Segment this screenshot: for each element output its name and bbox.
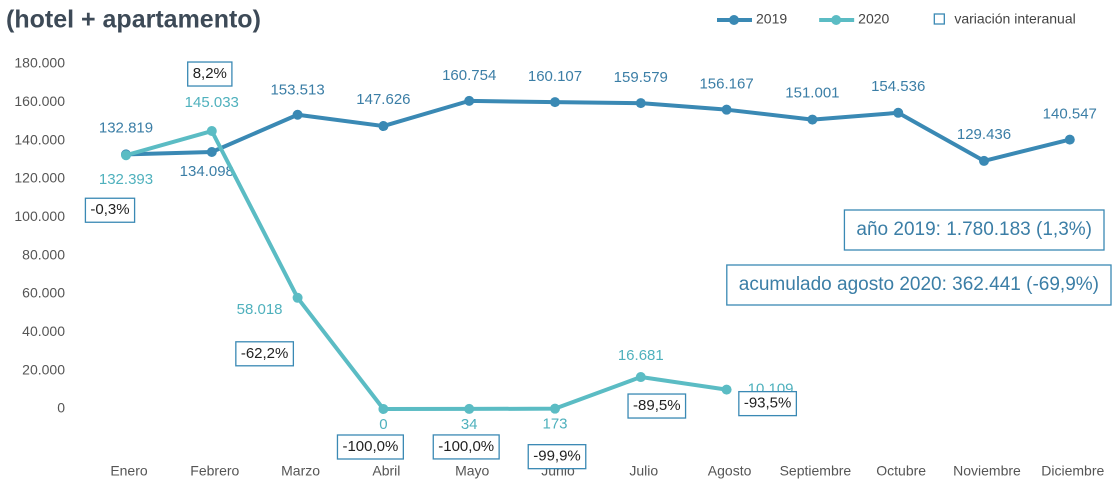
line-2019	[125, 98, 1071, 163]
data-label: 132.819	[99, 119, 153, 136]
line-2020	[125, 129, 727, 411]
point	[292, 292, 303, 303]
variation-label: -100,0%	[342, 438, 398, 455]
point	[979, 155, 989, 166]
x-tick-label: Enero	[110, 463, 148, 479]
x-tick-label: Noviembre	[953, 463, 1021, 479]
variation-box	[187, 61, 233, 87]
data-label: 160.107	[528, 68, 582, 85]
variation-label: -99,9%	[533, 448, 581, 465]
x-tick-label: Septiembre	[780, 463, 852, 479]
variation-box	[627, 393, 687, 419]
point	[206, 126, 217, 137]
annotation-box	[726, 264, 1112, 306]
variation-label: -89,5%	[633, 397, 681, 414]
y-tick-label: 80.000	[22, 246, 65, 262]
data-label: 160.754	[442, 67, 496, 84]
point	[635, 98, 646, 109]
data-label: 151.001	[785, 85, 839, 102]
y-tick-label: 120.000	[14, 170, 65, 186]
x-tick-label: Diciembre	[1041, 463, 1104, 479]
data-label: 154.536	[871, 78, 925, 95]
point	[721, 104, 732, 115]
variation-box	[432, 434, 500, 460]
point	[721, 384, 732, 395]
point	[635, 372, 646, 383]
point	[893, 107, 904, 118]
x-tick-label: Julio	[629, 463, 658, 479]
data-label: 129.436	[957, 126, 1011, 143]
y-tick-label: 100.000	[14, 208, 65, 224]
legend-label: 2020	[858, 11, 889, 27]
point	[1064, 134, 1075, 145]
legend-swatch	[933, 13, 945, 25]
chart-title: (hotel + apartamento)	[6, 6, 261, 34]
legend-swatch	[729, 15, 739, 25]
data-label: 147.626	[356, 91, 410, 108]
annotation: año 2019: 1.780.183 (1,3%)	[856, 219, 1092, 240]
data-label: 153.513	[270, 82, 324, 99]
point	[807, 114, 818, 125]
y-tick-label: 160.000	[14, 93, 65, 109]
annotation-box	[843, 209, 1105, 251]
legend-swatch	[831, 15, 842, 25]
point	[464, 95, 475, 106]
variation-label: -62,2%	[241, 345, 289, 362]
x-tick-label: Octubre	[876, 463, 926, 479]
data-label: 0	[379, 416, 387, 433]
variation-box	[527, 444, 587, 470]
y-tick-label: 0	[57, 400, 65, 416]
variation-label: 8,2%	[193, 65, 227, 82]
variation-label: -100,0%	[438, 438, 494, 455]
variation-box	[336, 434, 404, 460]
variation-box	[235, 341, 295, 367]
point	[206, 146, 217, 157]
x-tick-label: Agosto	[708, 463, 752, 479]
data-label: 145.033	[185, 94, 239, 111]
point	[464, 403, 475, 414]
y-tick-label: 60.000	[22, 285, 65, 301]
x-tick-label: Mayo	[455, 463, 489, 479]
data-label: 132.393	[99, 171, 153, 188]
y-tick-label: 180.000	[14, 55, 65, 71]
point	[292, 109, 303, 120]
data-label: 16.681	[618, 347, 664, 364]
x-tick-label: Febrero	[190, 463, 239, 479]
annotation: acumulado agosto 2020: 362.441 (-69,9%)	[739, 274, 1099, 295]
variation-box	[738, 390, 798, 417]
data-label: 159.579	[614, 69, 668, 86]
y-tick-label: 140.000	[14, 131, 65, 147]
data-label: 58.018	[237, 301, 283, 318]
point	[550, 97, 560, 108]
variation-label: -0,3%	[90, 201, 129, 218]
legend-label: variación interanual	[954, 11, 1075, 27]
point	[121, 150, 131, 161]
point	[378, 404, 389, 414]
point	[378, 121, 389, 132]
point	[550, 403, 560, 414]
data-label: 34	[461, 416, 478, 433]
x-tick-label: Marzo	[281, 463, 320, 479]
variation-label: -93,5%	[744, 395, 792, 412]
variation-box	[84, 197, 136, 223]
data-label: 134.098	[180, 163, 234, 180]
y-tick-label: 20.000	[22, 361, 65, 377]
data-label: 140.547	[1043, 106, 1097, 123]
data-label: 173	[542, 416, 567, 433]
data-label: 156.167	[699, 76, 753, 93]
x-tick-label: Abril	[372, 463, 400, 479]
legend-label: 2019	[756, 11, 787, 27]
y-tick-label: 40.000	[22, 323, 65, 339]
